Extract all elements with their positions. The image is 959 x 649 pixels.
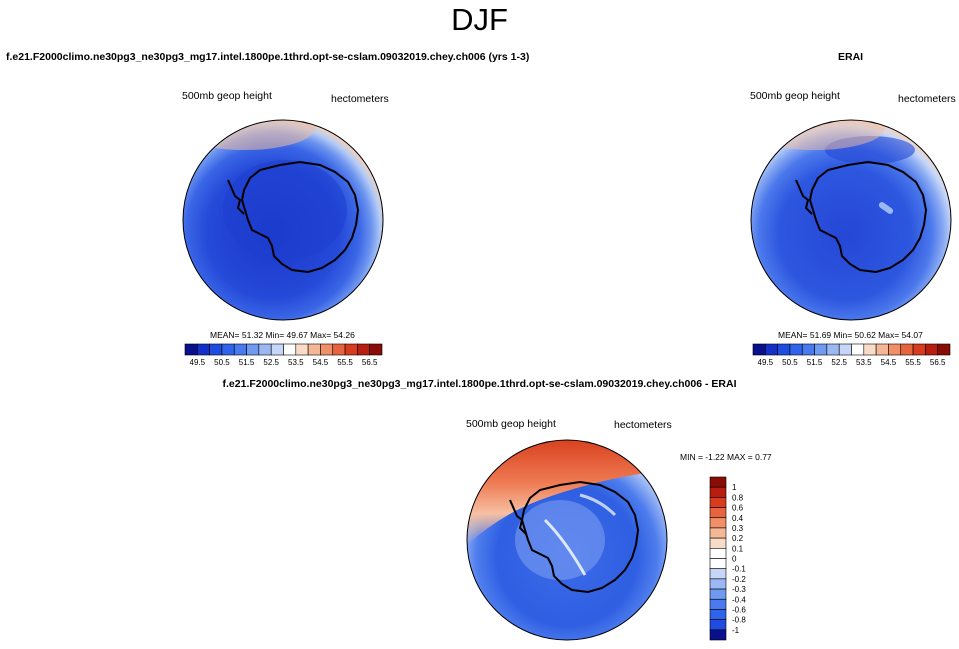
obs-colorbar-box: [838, 343, 852, 356]
obs-colorbar-box: [937, 343, 951, 356]
obs-colorbar-tick: 56.5: [930, 358, 946, 367]
obs-colorbar-box: [925, 343, 938, 356]
obs-colorbar-tick: 51.5: [807, 358, 823, 367]
diff-colorbar-tick: -0.4: [732, 595, 746, 604]
model-colorbar-box: [221, 343, 235, 356]
obs-colorbar-tick: 52.5: [831, 358, 847, 367]
diff-colorbar-box: [709, 598, 727, 610]
obs-stats: MEAN= 51.69 Min= 50.62 Max= 54.07: [778, 330, 923, 340]
model-colorbar-box: [233, 343, 247, 356]
model-colorbar-box: [184, 343, 198, 356]
model-colorbar-tick: 52.5: [263, 358, 279, 367]
diff-colorbar-box: [709, 619, 727, 631]
model-colorbar-box: [295, 343, 309, 356]
obs-colorbar-tick: 55.5: [905, 358, 921, 367]
obs-colorbar: 49.5 50.5 51.5 52.5 53.5 54.5 55.5 56.5: [752, 343, 951, 367]
diff-colorbar-tick: 0.2: [732, 534, 744, 543]
diff-colorbar-tick: -0.6: [732, 605, 746, 614]
model-colorbar-box: [197, 343, 210, 356]
diff-colorbar-box: [709, 609, 727, 620]
obs-colorbar-box: [752, 343, 766, 356]
obs-panel-title: ERAI: [838, 51, 864, 63]
obs-colorbar-tick: 54.5: [881, 358, 897, 367]
model-colorbar-tick: 55.5: [337, 358, 353, 367]
model-units-label: hectometers: [331, 93, 389, 105]
obs-colorbar-box: [826, 343, 840, 356]
diff-colorbar-box: [709, 568, 727, 580]
model-colorbar-tick: 56.5: [362, 358, 378, 367]
diff-colorbar-tick: -1: [732, 626, 740, 635]
model-map: [182, 119, 384, 321]
diff-colorbar-tick: -0.1: [732, 565, 746, 574]
model-colorbar-box: [270, 343, 284, 356]
diff-colorbar-tick: 0.3: [732, 524, 744, 533]
model-colorbar-tick: 51.5: [239, 358, 255, 367]
diff-units-label: hectometers: [614, 419, 672, 431]
diff-colorbar-tick: -0.2: [732, 575, 746, 584]
obs-colorbar-tick: 49.5: [758, 358, 774, 367]
obs-colorbar-box: [777, 343, 791, 356]
diff-colorbar-tick: 0.8: [732, 493, 744, 502]
season-title: DJF: [451, 2, 508, 37]
diff-colorbar-box: [709, 629, 727, 641]
model-colorbar-box: [369, 343, 383, 356]
diff-colorbar-tick: 0.1: [732, 544, 744, 553]
diff-colorbar-box: [709, 578, 727, 590]
diff-colorbar-tick: -0.8: [732, 616, 746, 625]
obs-colorbar-box: [888, 343, 902, 356]
model-colorbar-box: [258, 343, 272, 356]
diff-colorbar-box: [709, 527, 727, 539]
model-colorbar-box: [332, 343, 346, 356]
diff-map: [466, 439, 668, 641]
obs-map: [750, 119, 952, 321]
model-colorbar-box: [344, 343, 358, 356]
obs-colorbar-tick: 53.5: [856, 358, 872, 367]
model-variable-label: 500mb geop height: [182, 90, 272, 102]
diff-colorbar-box: [709, 548, 727, 559]
diff-panel-title: f.e21.F2000climo.ne30pg3_ne30pg3_mg17.in…: [222, 378, 737, 390]
model-colorbar-box: [246, 343, 260, 356]
model-colorbar-box: [357, 343, 370, 356]
diff-stats: MIN = -1.22 MAX = 0.77: [680, 452, 772, 462]
model-colorbar-box: [209, 343, 223, 356]
obs-colorbar-box: [900, 343, 914, 356]
diff-colorbar-box: [709, 486, 727, 498]
diff-colorbar-box: [709, 588, 727, 600]
obs-colorbar-box: [875, 343, 889, 356]
model-colorbar-tick: 50.5: [214, 358, 230, 367]
obs-colorbar-box: [912, 343, 926, 356]
diff-colorbar-box: [709, 558, 727, 569]
model-colorbar-tick: 49.5: [190, 358, 206, 367]
model-colorbar-tick: 53.5: [288, 358, 304, 367]
diff-colorbar-tick: -0.3: [732, 585, 746, 594]
diff-variable-label: 500mb geop height: [466, 418, 556, 430]
model-panel-title: f.e21.F2000climo.ne30pg3_ne30pg3_mg17.in…: [6, 51, 530, 63]
model-stats: MEAN= 51.32 Min= 49.67 Max= 54.26: [210, 330, 355, 340]
obs-colorbar-box: [851, 343, 865, 356]
obs-colorbar-tick: 50.5: [782, 358, 798, 367]
diff-colorbar-box: [709, 476, 727, 488]
obs-colorbar-box: [801, 343, 815, 356]
diff-colorbar-tick: 0.6: [732, 504, 744, 513]
diff-colorbar-box: [709, 497, 727, 508]
model-colorbar-box: [307, 343, 321, 356]
diff-colorbar-tick: 0: [732, 555, 737, 564]
diff-colorbar: 10.8 0.60.40.30.20.1 0-0.1-0.2-0.3-0.4-0.6…: [709, 476, 746, 641]
diff-colorbar-box: [709, 517, 727, 529]
model-colorbar-box: [283, 343, 297, 356]
obs-variable-label: 500mb geop height: [750, 90, 840, 102]
diff-colorbar-tick: 0.4: [732, 514, 744, 523]
obs-colorbar-box: [814, 343, 828, 356]
obs-colorbar-box: [765, 343, 778, 356]
model-colorbar: 49.5 50.5 51.5 52.5 53.5 54.5 55.5 56.5: [184, 343, 383, 367]
model-colorbar-box: [320, 343, 334, 356]
diff-colorbar-box: [709, 537, 727, 549]
obs-colorbar-box: [863, 343, 877, 356]
diff-colorbar-tick: 1: [732, 483, 737, 492]
obs-colorbar-box: [789, 343, 803, 356]
model-colorbar-tick: 54.5: [313, 358, 329, 367]
diff-colorbar-box: [709, 507, 727, 519]
obs-units-label: hectometers: [898, 93, 956, 105]
